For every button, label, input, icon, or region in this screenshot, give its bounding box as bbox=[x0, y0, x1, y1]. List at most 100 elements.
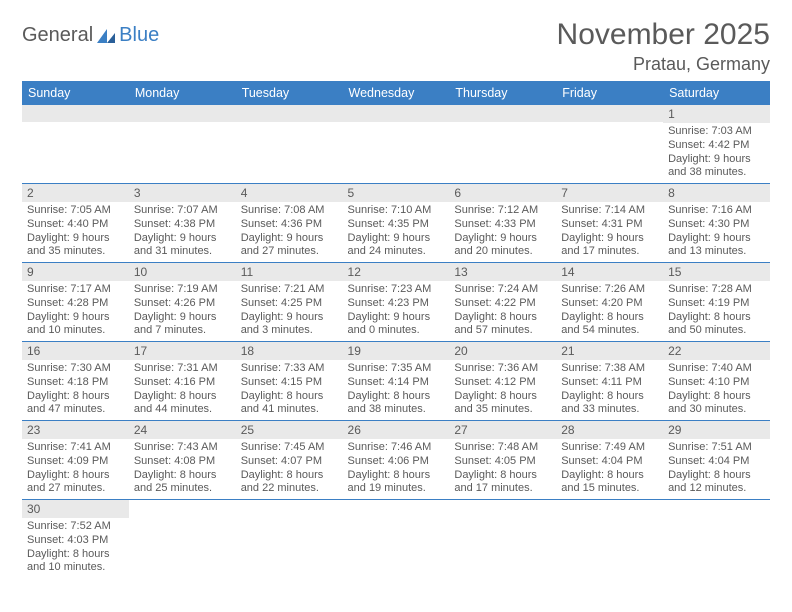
day-number bbox=[343, 500, 450, 517]
calendar-cell: 8Sunrise: 7:16 AMSunset: 4:30 PMDaylight… bbox=[663, 184, 770, 263]
day-number: 10 bbox=[129, 263, 236, 281]
calendar-cell: 29Sunrise: 7:51 AMSunset: 4:04 PMDayligh… bbox=[663, 421, 770, 500]
day-details: Sunrise: 7:35 AMSunset: 4:14 PMDaylight:… bbox=[343, 360, 450, 420]
dayname-header: Friday bbox=[556, 81, 663, 105]
calendar-cell: 18Sunrise: 7:33 AMSunset: 4:15 PMDayligh… bbox=[236, 342, 343, 421]
page-title: November 2025 bbox=[557, 18, 770, 52]
calendar-cell: 28Sunrise: 7:49 AMSunset: 4:04 PMDayligh… bbox=[556, 421, 663, 500]
day-number: 8 bbox=[663, 184, 770, 202]
calendar-cell: 2Sunrise: 7:05 AMSunset: 4:40 PMDaylight… bbox=[22, 184, 129, 263]
day-details: Sunrise: 7:51 AMSunset: 4:04 PMDaylight:… bbox=[663, 439, 770, 499]
day-number: 11 bbox=[236, 263, 343, 281]
calendar-table: SundayMondayTuesdayWednesdayThursdayFrid… bbox=[22, 81, 770, 578]
day-details bbox=[129, 517, 236, 573]
day-number bbox=[449, 500, 556, 517]
day-details: Sunrise: 7:40 AMSunset: 4:10 PMDaylight:… bbox=[663, 360, 770, 420]
calendar-cell: 9Sunrise: 7:17 AMSunset: 4:28 PMDaylight… bbox=[22, 263, 129, 342]
dayname-header: Thursday bbox=[449, 81, 556, 105]
day-number: 4 bbox=[236, 184, 343, 202]
calendar-cell bbox=[663, 500, 770, 579]
dayname-header: Tuesday bbox=[236, 81, 343, 105]
day-number: 5 bbox=[343, 184, 450, 202]
day-number: 18 bbox=[236, 342, 343, 360]
day-number: 22 bbox=[663, 342, 770, 360]
calendar-cell: 15Sunrise: 7:28 AMSunset: 4:19 PMDayligh… bbox=[663, 263, 770, 342]
day-number: 28 bbox=[556, 421, 663, 439]
calendar-cell: 26Sunrise: 7:46 AMSunset: 4:06 PMDayligh… bbox=[343, 421, 450, 500]
day-number: 23 bbox=[22, 421, 129, 439]
calendar-cell: 19Sunrise: 7:35 AMSunset: 4:14 PMDayligh… bbox=[343, 342, 450, 421]
day-number: 7 bbox=[556, 184, 663, 202]
day-details: Sunrise: 7:19 AMSunset: 4:26 PMDaylight:… bbox=[129, 281, 236, 341]
calendar-cell bbox=[449, 500, 556, 579]
day-details bbox=[22, 122, 129, 178]
sail-icon bbox=[95, 27, 117, 45]
day-number bbox=[556, 105, 663, 122]
calendar-cell bbox=[449, 105, 556, 184]
calendar-cell: 5Sunrise: 7:10 AMSunset: 4:35 PMDaylight… bbox=[343, 184, 450, 263]
calendar-cell: 14Sunrise: 7:26 AMSunset: 4:20 PMDayligh… bbox=[556, 263, 663, 342]
day-details bbox=[556, 517, 663, 573]
calendar-cell bbox=[129, 105, 236, 184]
day-number: 15 bbox=[663, 263, 770, 281]
calendar-cell bbox=[236, 105, 343, 184]
day-details: Sunrise: 7:43 AMSunset: 4:08 PMDaylight:… bbox=[129, 439, 236, 499]
day-details: Sunrise: 7:38 AMSunset: 4:11 PMDaylight:… bbox=[556, 360, 663, 420]
calendar-cell: 22Sunrise: 7:40 AMSunset: 4:10 PMDayligh… bbox=[663, 342, 770, 421]
day-details bbox=[449, 122, 556, 178]
day-details bbox=[343, 517, 450, 573]
day-details: Sunrise: 7:33 AMSunset: 4:15 PMDaylight:… bbox=[236, 360, 343, 420]
day-number: 20 bbox=[449, 342, 556, 360]
calendar-cell: 21Sunrise: 7:38 AMSunset: 4:11 PMDayligh… bbox=[556, 342, 663, 421]
day-details bbox=[236, 122, 343, 178]
day-details: Sunrise: 7:52 AMSunset: 4:03 PMDaylight:… bbox=[22, 518, 129, 578]
day-details bbox=[129, 122, 236, 178]
day-details bbox=[449, 517, 556, 573]
day-details bbox=[343, 122, 450, 178]
day-details: Sunrise: 7:41 AMSunset: 4:09 PMDaylight:… bbox=[22, 439, 129, 499]
calendar-cell: 27Sunrise: 7:48 AMSunset: 4:05 PMDayligh… bbox=[449, 421, 556, 500]
day-details: Sunrise: 7:49 AMSunset: 4:04 PMDaylight:… bbox=[556, 439, 663, 499]
day-number: 26 bbox=[343, 421, 450, 439]
calendar-cell: 23Sunrise: 7:41 AMSunset: 4:09 PMDayligh… bbox=[22, 421, 129, 500]
dayname-header: Monday bbox=[129, 81, 236, 105]
calendar-cell: 30Sunrise: 7:52 AMSunset: 4:03 PMDayligh… bbox=[22, 500, 129, 579]
day-number bbox=[343, 105, 450, 122]
logo-text-2: Blue bbox=[119, 24, 159, 47]
day-number: 12 bbox=[343, 263, 450, 281]
day-number: 3 bbox=[129, 184, 236, 202]
day-number: 6 bbox=[449, 184, 556, 202]
dayname-header: Saturday bbox=[663, 81, 770, 105]
day-details bbox=[236, 517, 343, 573]
day-details: Sunrise: 7:36 AMSunset: 4:12 PMDaylight:… bbox=[449, 360, 556, 420]
day-number: 2 bbox=[22, 184, 129, 202]
day-details: Sunrise: 7:45 AMSunset: 4:07 PMDaylight:… bbox=[236, 439, 343, 499]
day-details: Sunrise: 7:30 AMSunset: 4:18 PMDaylight:… bbox=[22, 360, 129, 420]
calendar-cell bbox=[343, 105, 450, 184]
day-number: 21 bbox=[556, 342, 663, 360]
calendar-cell bbox=[343, 500, 450, 579]
calendar-cell: 17Sunrise: 7:31 AMSunset: 4:16 PMDayligh… bbox=[129, 342, 236, 421]
day-details: Sunrise: 7:31 AMSunset: 4:16 PMDaylight:… bbox=[129, 360, 236, 420]
day-details: Sunrise: 7:16 AMSunset: 4:30 PMDaylight:… bbox=[663, 202, 770, 262]
calendar-cell: 6Sunrise: 7:12 AMSunset: 4:33 PMDaylight… bbox=[449, 184, 556, 263]
logo-text-1: General bbox=[22, 24, 93, 47]
day-details bbox=[556, 122, 663, 178]
day-number bbox=[129, 105, 236, 122]
calendar-cell bbox=[556, 105, 663, 184]
day-number bbox=[663, 500, 770, 517]
calendar-cell: 1Sunrise: 7:03 AMSunset: 4:42 PMDaylight… bbox=[663, 105, 770, 184]
dayname-header: Sunday bbox=[22, 81, 129, 105]
calendar-cell: 10Sunrise: 7:19 AMSunset: 4:26 PMDayligh… bbox=[129, 263, 236, 342]
calendar-cell: 11Sunrise: 7:21 AMSunset: 4:25 PMDayligh… bbox=[236, 263, 343, 342]
calendar-cell bbox=[556, 500, 663, 579]
calendar-cell: 25Sunrise: 7:45 AMSunset: 4:07 PMDayligh… bbox=[236, 421, 343, 500]
calendar-cell: 4Sunrise: 7:08 AMSunset: 4:36 PMDaylight… bbox=[236, 184, 343, 263]
calendar-cell: 16Sunrise: 7:30 AMSunset: 4:18 PMDayligh… bbox=[22, 342, 129, 421]
day-details: Sunrise: 7:10 AMSunset: 4:35 PMDaylight:… bbox=[343, 202, 450, 262]
day-number bbox=[449, 105, 556, 122]
calendar-cell: 24Sunrise: 7:43 AMSunset: 4:08 PMDayligh… bbox=[129, 421, 236, 500]
day-number bbox=[236, 105, 343, 122]
day-number bbox=[129, 500, 236, 517]
day-details: Sunrise: 7:03 AMSunset: 4:42 PMDaylight:… bbox=[663, 123, 770, 183]
